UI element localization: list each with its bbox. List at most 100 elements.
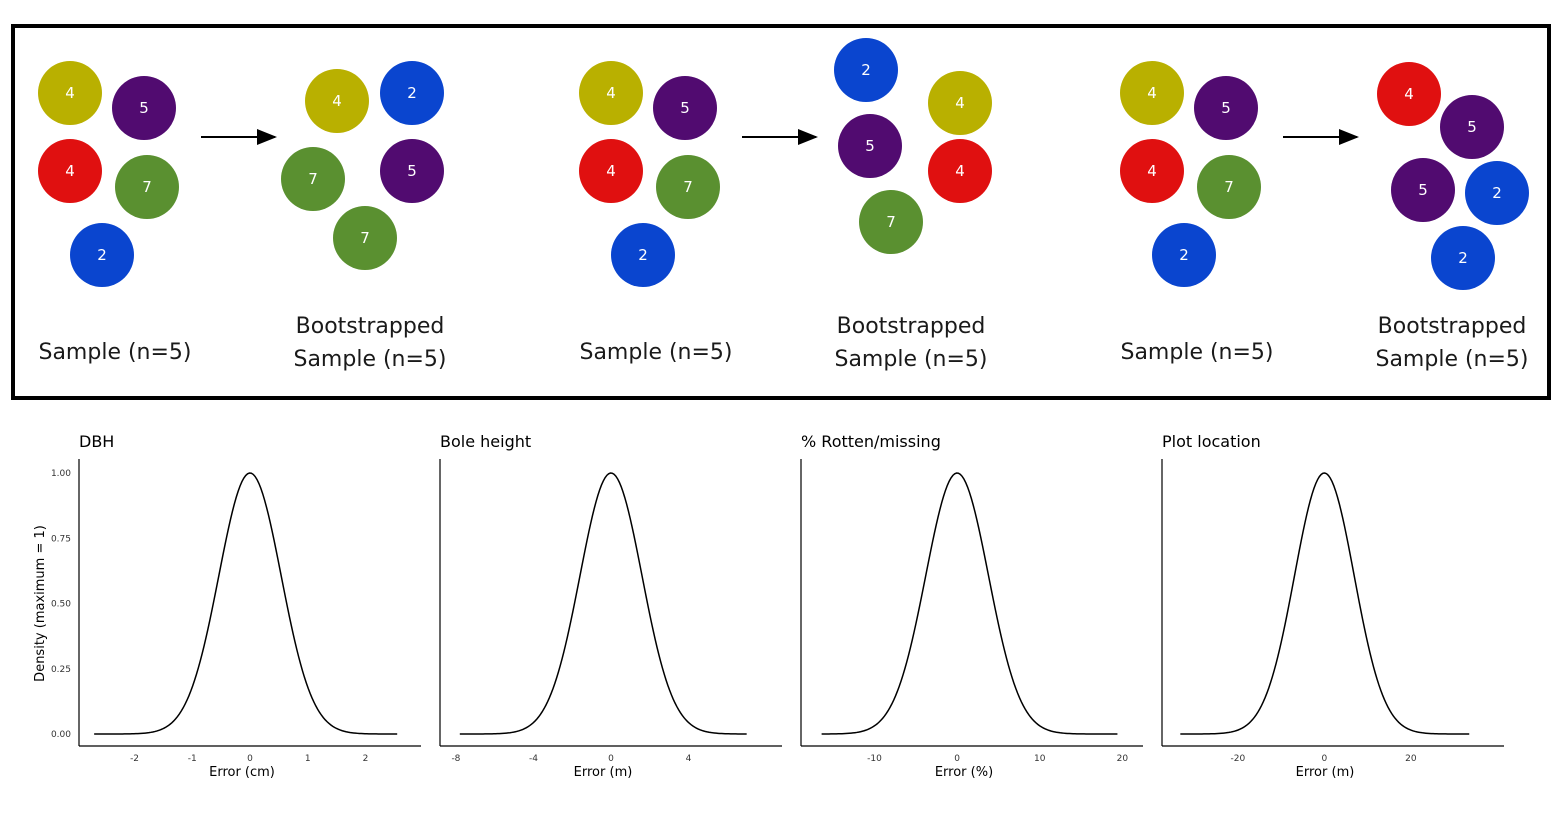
bootstrapped-ball: 4 bbox=[305, 69, 369, 133]
ball-circle bbox=[70, 223, 134, 287]
bootstrapped-ball: 5 bbox=[1440, 95, 1504, 159]
y-tick-label: 0.75 bbox=[51, 534, 71, 544]
ball-circle bbox=[1120, 61, 1184, 125]
x-axis-title: Error (m) bbox=[574, 765, 633, 780]
ball-value: 4 bbox=[955, 162, 965, 180]
bootstrapped-ball: 5 bbox=[380, 139, 444, 203]
ball-circle bbox=[1377, 62, 1441, 126]
x-tick-label: -10 bbox=[867, 754, 882, 764]
density-panel: DBH -2 -1 0 1 2 0.00 0.25 0.50 0.75 1.00 Error (cm)… bbox=[33, 432, 421, 780]
ball-circle bbox=[859, 190, 923, 254]
sample-ball: 4 bbox=[1120, 139, 1184, 203]
bootstrapped-caption-line2: Sample (n=5) bbox=[834, 347, 987, 372]
bootstrapped-ball: 5 bbox=[838, 114, 902, 178]
density-panel: Plot location -20 0 20 Error (m) bbox=[1161, 432, 1504, 780]
ball-circle bbox=[1197, 155, 1261, 219]
x-tick-label: 2 bbox=[363, 754, 369, 764]
ball-value: 4 bbox=[606, 84, 616, 102]
ball-value: 4 bbox=[1404, 85, 1414, 103]
bootstrapped-ball: 4 bbox=[928, 71, 992, 135]
x-axis-title: Error (m) bbox=[1296, 765, 1355, 780]
bootstrapped-caption-line2: Sample (n=5) bbox=[293, 347, 446, 372]
ball-value: 4 bbox=[955, 94, 965, 112]
x-tick-label: 10 bbox=[1034, 754, 1046, 764]
sample-ball: 7 bbox=[115, 155, 179, 219]
ball-circle bbox=[112, 76, 176, 140]
x-tick-label: -2 bbox=[130, 754, 139, 764]
ball-value: 4 bbox=[1147, 162, 1157, 180]
sample-ball: 7 bbox=[656, 155, 720, 219]
bootstrap-group: 4 5 4 7 2 4 5 5 2 2 Sample (n=5) Bootstrapped Sample… bbox=[1120, 61, 1529, 372]
ball-value: 7 bbox=[886, 213, 896, 231]
y-tick-label: 0.00 bbox=[51, 730, 71, 740]
sample-ball: 4 bbox=[38, 61, 102, 125]
y-axis-title: Density (maximum = 1) bbox=[33, 525, 48, 682]
ball-circle bbox=[1194, 76, 1258, 140]
density-panel: Bole height -8 -4 0 4 Error (m) bbox=[439, 432, 782, 780]
ball-circle bbox=[380, 139, 444, 203]
bootstrap-diagram-canvas: 4 5 4 7 2 4 2 7 5 7 Sample (n=5) Bootstrapped Sample… bbox=[38, 38, 1529, 372]
sample-ball: 2 bbox=[611, 223, 675, 287]
x-tick-label: -20 bbox=[1230, 754, 1245, 764]
sample-ball: 2 bbox=[70, 223, 134, 287]
sample-caption: Sample (n=5) bbox=[1120, 340, 1273, 365]
ball-value: 4 bbox=[332, 92, 342, 110]
sample-caption: Sample (n=5) bbox=[579, 340, 732, 365]
bootstrapped-caption-line1: Bootstrapped bbox=[296, 314, 445, 339]
bootstrapped-ball: 7 bbox=[859, 190, 923, 254]
ball-value: 5 bbox=[1418, 181, 1428, 199]
panel-title: Bole height bbox=[440, 432, 531, 451]
ball-circle bbox=[1431, 226, 1495, 290]
sample-ball: 7 bbox=[1197, 155, 1261, 219]
ball-value: 5 bbox=[865, 137, 875, 155]
ball-value: 4 bbox=[65, 84, 75, 102]
ball-value: 7 bbox=[308, 170, 318, 188]
ball-circle bbox=[115, 155, 179, 219]
ball-value: 2 bbox=[407, 84, 417, 102]
sample-ball: 5 bbox=[1194, 76, 1258, 140]
x-tick-label: 0 bbox=[608, 754, 614, 764]
y-tick-label: 1.00 bbox=[51, 469, 71, 479]
ball-value: 7 bbox=[360, 229, 370, 247]
ball-value: 2 bbox=[1492, 184, 1502, 202]
bootstrapped-caption-line1: Bootstrapped bbox=[837, 314, 986, 339]
x-tick-label: 20 bbox=[1405, 754, 1417, 764]
ball-value: 5 bbox=[1467, 118, 1477, 136]
ball-circle bbox=[1440, 95, 1504, 159]
ball-circle bbox=[1120, 139, 1184, 203]
x-tick-label: 0 bbox=[247, 754, 253, 764]
bootstrapped-ball: 4 bbox=[1377, 62, 1441, 126]
sample-caption: Sample (n=5) bbox=[38, 340, 191, 365]
x-tick-label: 4 bbox=[686, 754, 692, 764]
panel-title: % Rotten/missing bbox=[801, 432, 941, 451]
density-panel: % Rotten/missing -10 0 10 20 Error (%) bbox=[800, 432, 1143, 780]
density-curve bbox=[821, 472, 1118, 735]
ball-circle bbox=[38, 139, 102, 203]
ball-circle bbox=[653, 76, 717, 140]
sample-ball: 4 bbox=[1120, 61, 1184, 125]
ball-value: 2 bbox=[861, 61, 871, 79]
ball-value: 4 bbox=[1147, 84, 1157, 102]
ball-value: 4 bbox=[65, 162, 75, 180]
ball-circle bbox=[611, 223, 675, 287]
x-tick-label: 0 bbox=[954, 754, 960, 764]
ball-value: 7 bbox=[683, 178, 693, 196]
ball-value: 7 bbox=[1224, 178, 1234, 196]
ball-circle bbox=[1152, 223, 1216, 287]
ball-value: 2 bbox=[638, 246, 648, 264]
y-tick-label: 0.50 bbox=[51, 600, 71, 610]
ball-circle bbox=[928, 139, 992, 203]
bootstrapped-ball: 2 bbox=[380, 61, 444, 125]
ball-circle bbox=[928, 71, 992, 135]
sample-ball: 4 bbox=[579, 61, 643, 125]
x-tick-label: 0 bbox=[1321, 754, 1327, 764]
sample-ball: 2 bbox=[1152, 223, 1216, 287]
bootstrapped-ball: 2 bbox=[834, 38, 898, 102]
x-axis-title: Error (cm) bbox=[209, 765, 275, 780]
bootstrap-diagram: 4 5 4 7 2 4 2 7 5 7 Sample (n=5) Bootstrapped Sample… bbox=[11, 24, 1551, 400]
bootstrapped-ball: 4 bbox=[928, 139, 992, 203]
bootstrap-group: 4 5 4 7 2 2 4 5 4 7 Sample (n=5) Bootstrapped Sample… bbox=[579, 38, 992, 372]
x-tick-label: 1 bbox=[305, 754, 311, 764]
ball-value: 5 bbox=[407, 162, 417, 180]
